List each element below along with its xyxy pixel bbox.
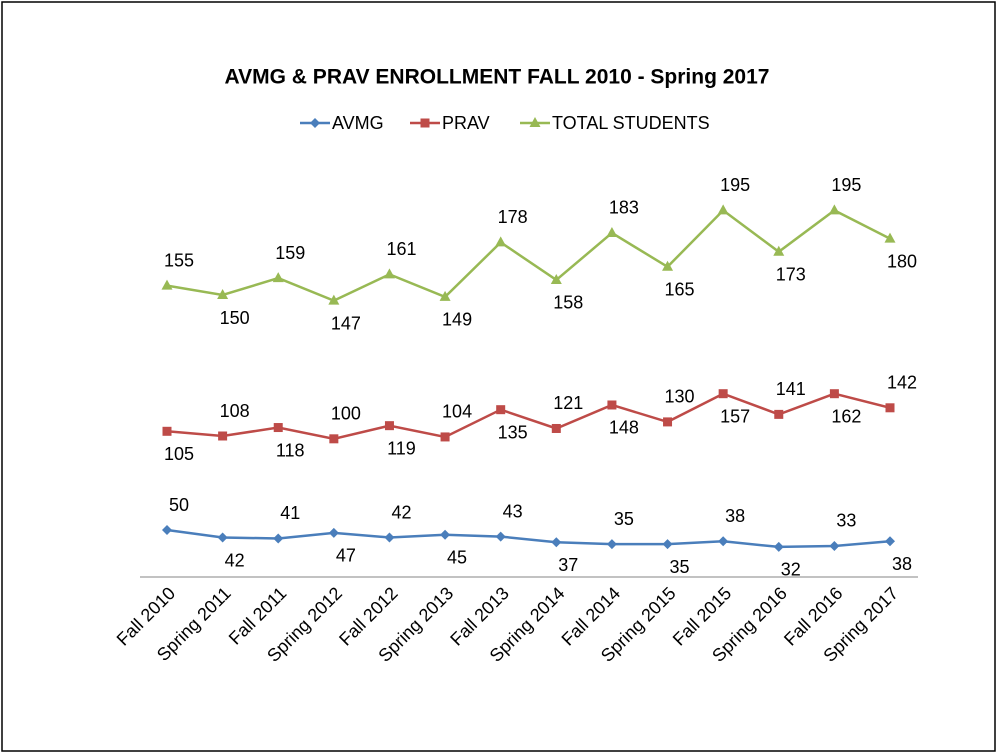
data-label: 183 [609,198,639,218]
data-label: 42 [225,550,245,570]
data-label: 104 [442,402,472,422]
data-label: 159 [275,243,305,263]
data-label: 158 [553,293,583,313]
series-line [166,528,891,549]
marker [717,204,729,215]
marker [384,421,394,431]
data-label: 38 [725,506,745,526]
marker [329,434,339,444]
data-label: 33 [836,511,856,531]
marker [551,537,562,548]
marker [218,431,228,441]
marker [495,531,506,542]
data-label: 38 [892,554,912,574]
marker [162,426,172,436]
data-label: 41 [280,503,300,523]
chart-title: AVMG & PRAV ENROLLMENT FALL 2010 - Sprin… [225,66,770,89]
marker [606,539,617,550]
marker [718,389,728,399]
data-label: 149 [442,310,472,330]
marker [829,389,839,399]
marker [273,423,283,433]
data-label: 141 [776,379,806,399]
legend-label: TOTAL STUDENTS [552,113,710,133]
data-label: 155 [164,250,194,270]
data-label: 150 [220,308,250,328]
marker [273,533,284,544]
marker [272,272,284,283]
marker [662,539,673,550]
data-label: 47 [336,546,356,566]
data-label: 43 [503,501,523,521]
data-label: 162 [831,406,861,426]
marker [439,290,451,301]
marker [884,232,896,243]
marker [828,204,840,215]
marker [496,405,506,415]
data-label: 148 [609,418,639,438]
data-label: 161 [386,239,416,259]
marker [328,294,340,305]
data-label: 135 [498,422,528,442]
series-line [166,208,891,303]
data-label: 108 [220,401,250,421]
marker [217,532,228,543]
marker [774,409,784,419]
marker [495,236,507,247]
marker [384,532,395,543]
data-label: 35 [670,557,690,577]
data-label: 121 [553,393,583,413]
data-label: 37 [558,555,578,575]
legend-marker [310,118,320,128]
marker [829,540,840,551]
marker [383,268,395,279]
marker [662,260,674,271]
data-label: 35 [614,509,634,529]
data-label: 118 [276,440,305,460]
marker [885,403,895,413]
data-label: 130 [665,387,695,407]
marker [328,527,339,538]
data-label: 105 [164,444,194,464]
marker [440,432,450,442]
data-label: 180 [887,251,917,271]
data-label: 42 [391,502,411,522]
marker [885,536,895,547]
data-label: 50 [169,495,189,515]
data-label: 119 [387,438,416,458]
data-label: 195 [831,175,861,195]
marker [440,529,451,540]
data-label: 165 [665,280,695,300]
marker [663,417,673,427]
data-label: 195 [720,175,750,195]
data-label: 173 [776,265,806,285]
marker [551,423,561,433]
data-label: 147 [331,313,361,333]
marker [217,289,229,299]
legend-marker [529,117,541,127]
data-label: 45 [447,547,467,567]
legend-label: PRAV [442,113,490,133]
data-label: 178 [498,207,528,227]
marker [550,273,562,284]
marker [162,525,172,535]
series-line [166,392,891,441]
marker [161,279,173,290]
marker [773,541,784,552]
marker [607,400,617,410]
marker [606,226,618,237]
legend-marker [420,118,430,128]
legend-label: AVMG [332,113,384,133]
data-label: 32 [781,560,801,580]
marker [773,245,785,256]
data-label: 142 [887,373,917,393]
data-label: 100 [331,404,361,424]
data-label: 157 [720,406,750,426]
marker [718,536,729,547]
